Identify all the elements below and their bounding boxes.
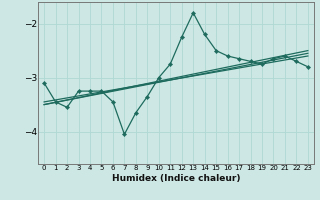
X-axis label: Humidex (Indice chaleur): Humidex (Indice chaleur) [112,174,240,183]
